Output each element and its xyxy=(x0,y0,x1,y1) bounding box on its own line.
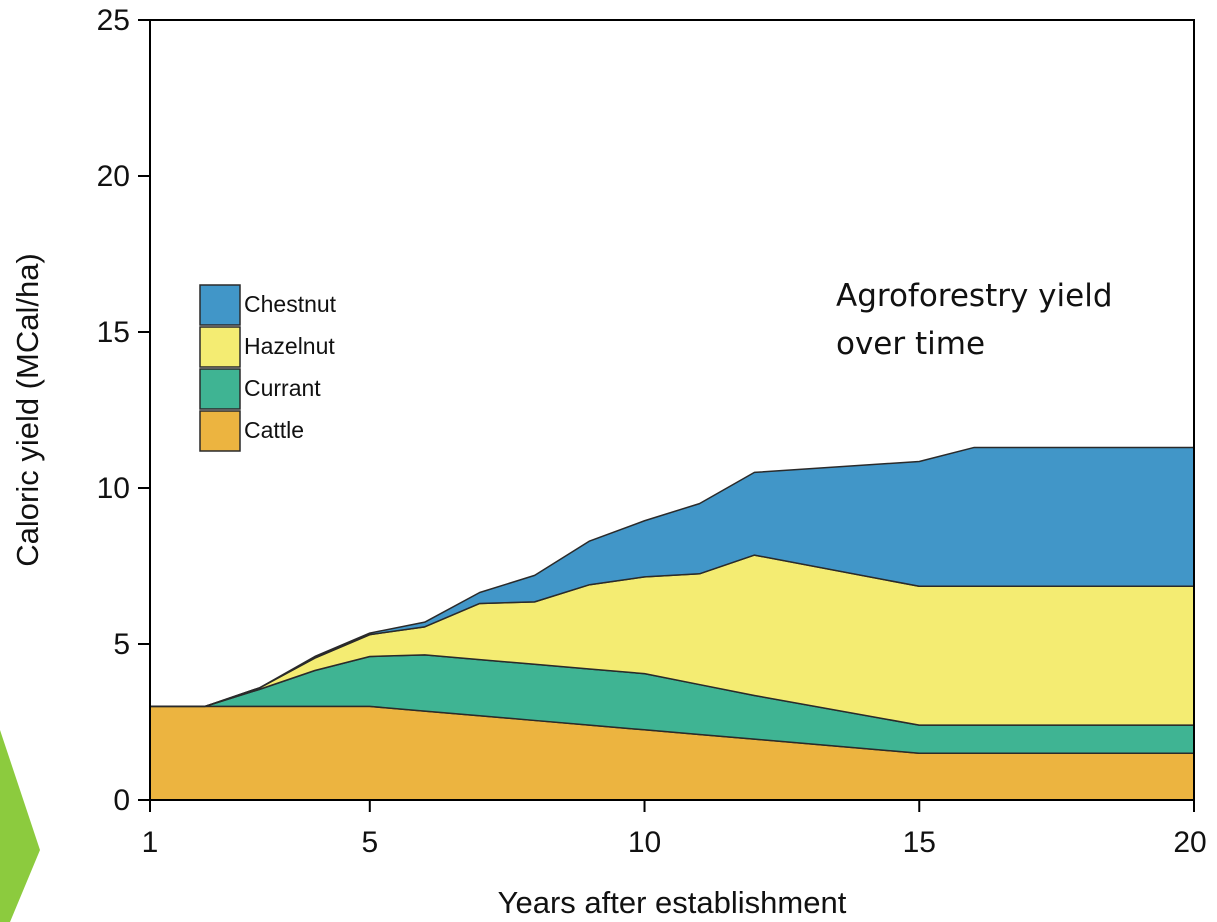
area-layers xyxy=(149,446,1195,801)
legend-label-currant: Currant xyxy=(244,375,321,401)
legend: Chestnut Hazelnut Currant Cattle xyxy=(199,284,337,452)
y-tick-label: 10 xyxy=(97,472,130,505)
x-axis-title: Years after establishment xyxy=(498,885,847,920)
legend-swatch-currant xyxy=(199,368,241,410)
legend-swatch-cattle xyxy=(199,410,241,452)
x-tick-label: 5 xyxy=(361,826,378,859)
y-axis: 0 5 10 15 20 25 xyxy=(97,4,150,817)
x-tick-label: 15 xyxy=(903,826,936,859)
y-tick-label: 25 xyxy=(97,4,130,37)
decorative-green-wedge xyxy=(0,730,40,922)
legend-swatch-hazelnut xyxy=(199,326,241,368)
annotation-line-1: Agroforestry yield xyxy=(836,278,1113,314)
legend-label-hazelnut: Hazelnut xyxy=(244,333,335,359)
legend-label-chestnut: Chestnut xyxy=(244,291,337,317)
legend-swatch-chestnut xyxy=(199,284,241,326)
y-tick-label: 5 xyxy=(113,628,130,661)
x-axis: 1 5 10 15 20 xyxy=(142,800,1207,859)
y-tick-label: 15 xyxy=(97,316,130,349)
legend-label-cattle: Cattle xyxy=(244,417,304,443)
y-tick-label: 20 xyxy=(97,160,130,193)
x-tick-label: 10 xyxy=(628,826,661,859)
x-tick-label: 20 xyxy=(1173,826,1206,859)
y-axis-title: Caloric yield (MCal/ha) xyxy=(10,253,45,567)
y-tick-label: 0 xyxy=(113,784,130,817)
plot-frame xyxy=(149,19,1195,801)
annotation-line-2: over time xyxy=(836,326,985,362)
x-tick-label: 1 xyxy=(142,826,159,859)
